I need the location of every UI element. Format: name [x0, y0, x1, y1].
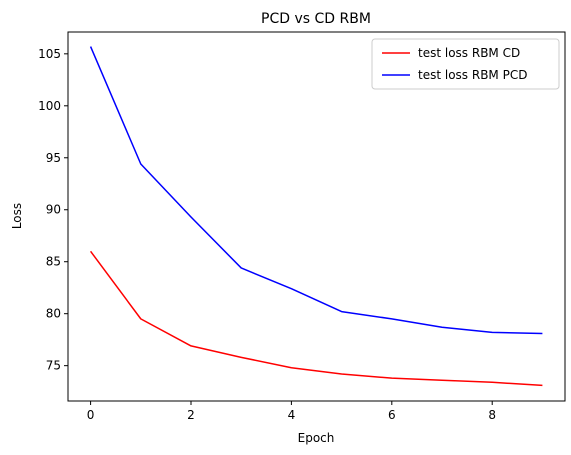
y-tick-label: 80: [46, 307, 61, 321]
y-tick-label: 75: [46, 359, 61, 373]
y-axis: 75 80 85 90 95 100 105: [38, 47, 68, 373]
x-tick-label: 4: [288, 408, 296, 422]
legend-box: [371, 38, 560, 90]
series-line-1: [89, 46, 543, 335]
chart-title: PCD vs CD RBM: [261, 11, 371, 27]
series-layer: [89, 46, 543, 387]
x-tick-label: 6: [388, 408, 396, 422]
series-line-0: [89, 250, 543, 387]
y-axis-label: Loss: [10, 203, 24, 229]
legend-label-cd: test loss RBM CD: [418, 46, 520, 60]
plot-area: [68, 32, 565, 401]
x-tick-label: 8: [488, 408, 496, 422]
x-tick-label: 2: [187, 408, 195, 422]
x-axis: 0 2 4 6 8: [87, 401, 496, 422]
y-tick-label: 95: [46, 151, 61, 165]
plot-frame: [67, 31, 566, 402]
y-tick-label: 85: [46, 255, 61, 269]
y-tick-label: 105: [38, 47, 61, 61]
legend: test loss RBM CD test loss RBM PCD: [371, 38, 560, 90]
y-tick-label: 90: [46, 203, 61, 217]
legend-label-pcd: test loss RBM PCD: [418, 68, 527, 82]
y-tick-label: 100: [38, 99, 61, 113]
x-axis-label: Epoch: [298, 431, 335, 445]
x-tick-label: 0: [87, 408, 95, 422]
